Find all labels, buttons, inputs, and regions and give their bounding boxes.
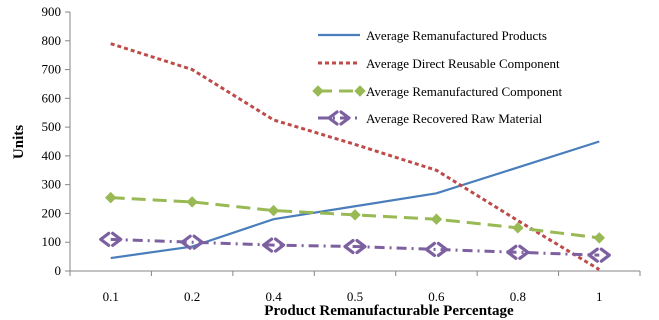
series-3: [105, 191, 605, 244]
legend-item-4: Average Recovered Raw Material: [318, 110, 543, 126]
x-tick-label: 0.2: [184, 289, 200, 304]
data-point: [349, 209, 361, 221]
data-point: [424, 241, 449, 258]
data-point: [506, 244, 530, 260]
data-point: [105, 191, 117, 204]
x-tick-label: 0.6: [428, 289, 445, 304]
y-tick-label: 300: [42, 177, 62, 192]
series-2: [110, 42, 601, 271]
legend-label: Average Remanufactured Products: [366, 28, 547, 43]
legend: Average Remanufactured Products Average D…: [312, 28, 563, 126]
y-tick-label: 700: [42, 62, 62, 77]
x-tick-label: 0.8: [510, 289, 526, 304]
data-point: [430, 213, 443, 225]
series-1: [110, 140, 600, 260]
x-tick-label: 0.5: [347, 289, 363, 304]
series-line: [110, 42, 601, 271]
data-point: [587, 247, 611, 263]
legend-item-2: Average Direct Reusable Component: [318, 56, 560, 71]
y-tick-label: 900: [42, 4, 62, 19]
legend-label: Average Recovered Raw Material: [366, 111, 543, 126]
x-tick-label: 1: [596, 289, 603, 304]
legend-marker: [354, 85, 366, 97]
data-point: [261, 237, 286, 253]
legend-marker: [327, 110, 351, 126]
legend-label: Average Remanufactured Component: [366, 84, 563, 99]
y-tick-label: 100: [42, 234, 62, 249]
y-tick-label: 600: [42, 90, 62, 105]
y-tick-label: 0: [55, 263, 62, 278]
x-axis: 0.1 0.2 0.4 0.5 0.6 0.8 1: [69, 270, 641, 304]
series-line: [110, 140, 600, 260]
data-point: [512, 222, 524, 234]
legend-item-1: Average Remanufactured Products: [318, 28, 547, 43]
series-4: [99, 231, 611, 263]
data-point: [186, 196, 198, 208]
x-axis-label: Product Remanufacturable Percentage: [264, 303, 514, 319]
y-tick-label: 800: [42, 33, 62, 48]
x-tick-label: 0.4: [265, 289, 282, 304]
data-point: [593, 232, 605, 244]
y-axis: 0 100 200 300 400 500 600 700 800 900: [42, 4, 71, 278]
data-point: [99, 231, 123, 247]
y-tick-label: 200: [42, 205, 62, 220]
y-axis-label: Units: [11, 125, 27, 159]
data-point: [267, 204, 280, 217]
legend-marker: [312, 85, 324, 97]
legend-item-3: Average Remanufactured Component: [312, 84, 563, 99]
legend-label: Average Direct Reusable Component: [366, 56, 560, 71]
y-tick-label: 500: [42, 119, 62, 134]
data-point: [180, 234, 204, 250]
series-layer: [99, 42, 611, 271]
data-point: [343, 238, 367, 255]
series-line: [110, 237, 600, 257]
x-tick-label: 0.1: [103, 289, 119, 304]
y-tick-label: 400: [42, 148, 62, 163]
